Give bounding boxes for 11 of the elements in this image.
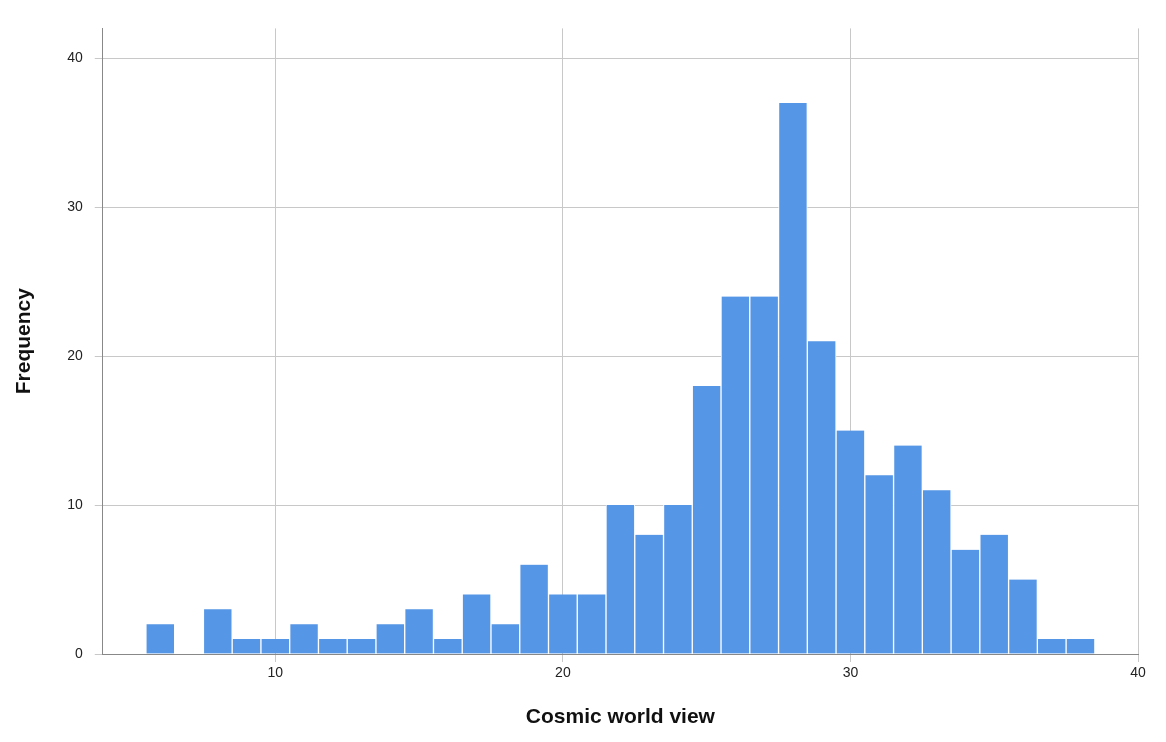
y-tick-label: 40 [67, 49, 83, 66]
y-tick-label: 0 [74, 644, 83, 661]
x-tick-label: 20 [555, 664, 571, 681]
x-tick-label: 30 [842, 664, 859, 681]
y-tick-label: 10 [67, 495, 83, 512]
y-axis-title: Frequency [11, 287, 35, 395]
y-tick-label: 20 [67, 346, 83, 363]
x-tick-label: 40 [1130, 664, 1146, 681]
x-axis-title: Cosmic world view [525, 704, 716, 728]
x-tick-label: 10 [267, 664, 284, 681]
y-tick-label: 30 [67, 198, 83, 214]
